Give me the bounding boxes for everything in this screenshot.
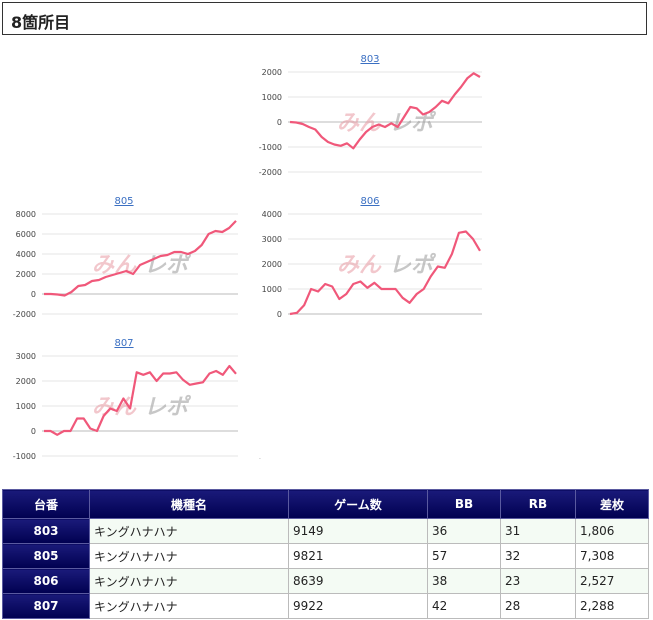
y-tick-label: 2000 bbox=[262, 68, 282, 77]
machine-number: 805 bbox=[2, 543, 90, 569]
section-header: 8箇所目 bbox=[2, 2, 647, 35]
games-count: 8639 bbox=[288, 568, 428, 594]
bb-count: 36 bbox=[427, 518, 501, 544]
series-line bbox=[289, 72, 481, 150]
series-line bbox=[44, 220, 237, 297]
y-tick-label: 4000 bbox=[16, 250, 36, 259]
chart-806: 806 4000 3000 2000 1000 0 みん レポ bbox=[250, 196, 490, 326]
col-diff: 差枚 bbox=[575, 489, 649, 519]
col-bb: BB bbox=[427, 489, 501, 519]
col-machine-number: 台番 bbox=[2, 489, 90, 519]
chart-805: 805 8000 6000 4000 2000 0 -2000 みん レポ bbox=[4, 196, 244, 326]
y-tick-label: 2000 bbox=[16, 377, 36, 386]
y-tick-label: 2000 bbox=[262, 260, 282, 269]
series-line bbox=[44, 364, 237, 436]
watermark-logo: みん bbox=[337, 111, 382, 136]
y-tick-label: 8000 bbox=[16, 210, 36, 219]
games-count: 9149 bbox=[288, 518, 428, 544]
chart-title-807[interactable]: 807 bbox=[114, 338, 134, 349]
y-tick-label: 3000 bbox=[16, 352, 36, 361]
col-model-name: 機種名 bbox=[89, 489, 289, 519]
rb-count: 31 bbox=[500, 518, 576, 544]
chart-807: 807 3000 2000 1000 0 -1000 みん レポ bbox=[4, 338, 244, 468]
y-tick-label: 1000 bbox=[262, 285, 282, 294]
table-row: 807 キングハナハナ 9922 42 28 2,288 bbox=[2, 593, 649, 619]
y-tick-label: -2000 bbox=[259, 168, 282, 177]
y-tick-label: -1000 bbox=[259, 143, 282, 152]
col-games: ゲーム数 bbox=[288, 489, 428, 519]
games-count: 9821 bbox=[288, 543, 428, 569]
separator-dot: · bbox=[259, 456, 261, 463]
col-rb: RB bbox=[500, 489, 576, 519]
series-line bbox=[289, 230, 481, 316]
diff-coins: 2,527 bbox=[575, 568, 649, 594]
model-name: キングハナハナ bbox=[89, 568, 289, 594]
y-tick-label: 6000 bbox=[16, 230, 36, 239]
y-tick-label: 0 bbox=[31, 427, 36, 436]
slot-table: 台番 機種名 ゲーム数 BB RB 差枚 803 キングハナハナ 9149 36… bbox=[2, 489, 649, 619]
watermark-logo: みん bbox=[337, 253, 382, 278]
y-tick-label: 0 bbox=[277, 310, 282, 319]
chart-svg-806: 4000 3000 2000 1000 0 みん レポ bbox=[262, 210, 482, 319]
chart-title-805[interactable]: 805 bbox=[114, 196, 134, 207]
y-tick-label: -1000 bbox=[13, 452, 36, 461]
watermark-logo: レポ bbox=[389, 252, 437, 278]
watermark-logo: レポ bbox=[144, 394, 192, 420]
games-count: 9922 bbox=[288, 593, 428, 619]
model-name: キングハナハナ bbox=[89, 543, 289, 569]
watermark-logo: レポ bbox=[144, 252, 192, 278]
y-tick-label: 0 bbox=[31, 290, 36, 299]
model-name: キングハナハナ bbox=[89, 593, 289, 619]
machine-number: 803 bbox=[2, 518, 90, 544]
machine-number: 806 bbox=[2, 568, 90, 594]
table-row: 803 キングハナハナ 9149 36 31 1,806 bbox=[2, 518, 649, 544]
rb-count: 32 bbox=[500, 543, 576, 569]
machine-number: 807 bbox=[2, 593, 90, 619]
y-tick-label: 0 bbox=[277, 118, 282, 127]
chart-title-806[interactable]: 806 bbox=[360, 196, 380, 207]
watermark-logo: レポ bbox=[389, 110, 437, 136]
table-row: 806 キングハナハナ 8639 38 23 2,527 bbox=[2, 568, 649, 594]
table-row: 805 キングハナハナ 9821 57 32 7,308 bbox=[2, 543, 649, 569]
y-tick-label: 2000 bbox=[16, 270, 36, 279]
diff-coins: 7,308 bbox=[575, 543, 649, 569]
y-tick-label: 1000 bbox=[262, 93, 282, 102]
table-header-row: 台番 機種名 ゲーム数 BB RB 差枚 bbox=[2, 489, 649, 519]
diff-coins: 2,288 bbox=[575, 593, 649, 619]
rb-count: 28 bbox=[500, 593, 576, 619]
bb-count: 42 bbox=[427, 593, 501, 619]
chart-title-803[interactable]: 803 bbox=[360, 54, 380, 65]
bb-count: 57 bbox=[427, 543, 501, 569]
diff-coins: 1,806 bbox=[575, 518, 649, 544]
y-tick-label: 4000 bbox=[262, 210, 282, 219]
model-name: キングハナハナ bbox=[89, 518, 289, 544]
y-tick-label: -2000 bbox=[13, 310, 36, 319]
y-tick-label: 3000 bbox=[262, 235, 282, 244]
chart-803: 803 2000 1000 0 -1000 -2000 みん レポ bbox=[250, 54, 490, 184]
chart-svg-803: 2000 1000 0 -1000 -2000 みん レポ bbox=[259, 68, 482, 177]
y-tick-label: 1000 bbox=[16, 402, 36, 411]
bb-count: 38 bbox=[427, 568, 501, 594]
rb-count: 23 bbox=[500, 568, 576, 594]
section-title: 8箇所目 bbox=[11, 13, 71, 32]
